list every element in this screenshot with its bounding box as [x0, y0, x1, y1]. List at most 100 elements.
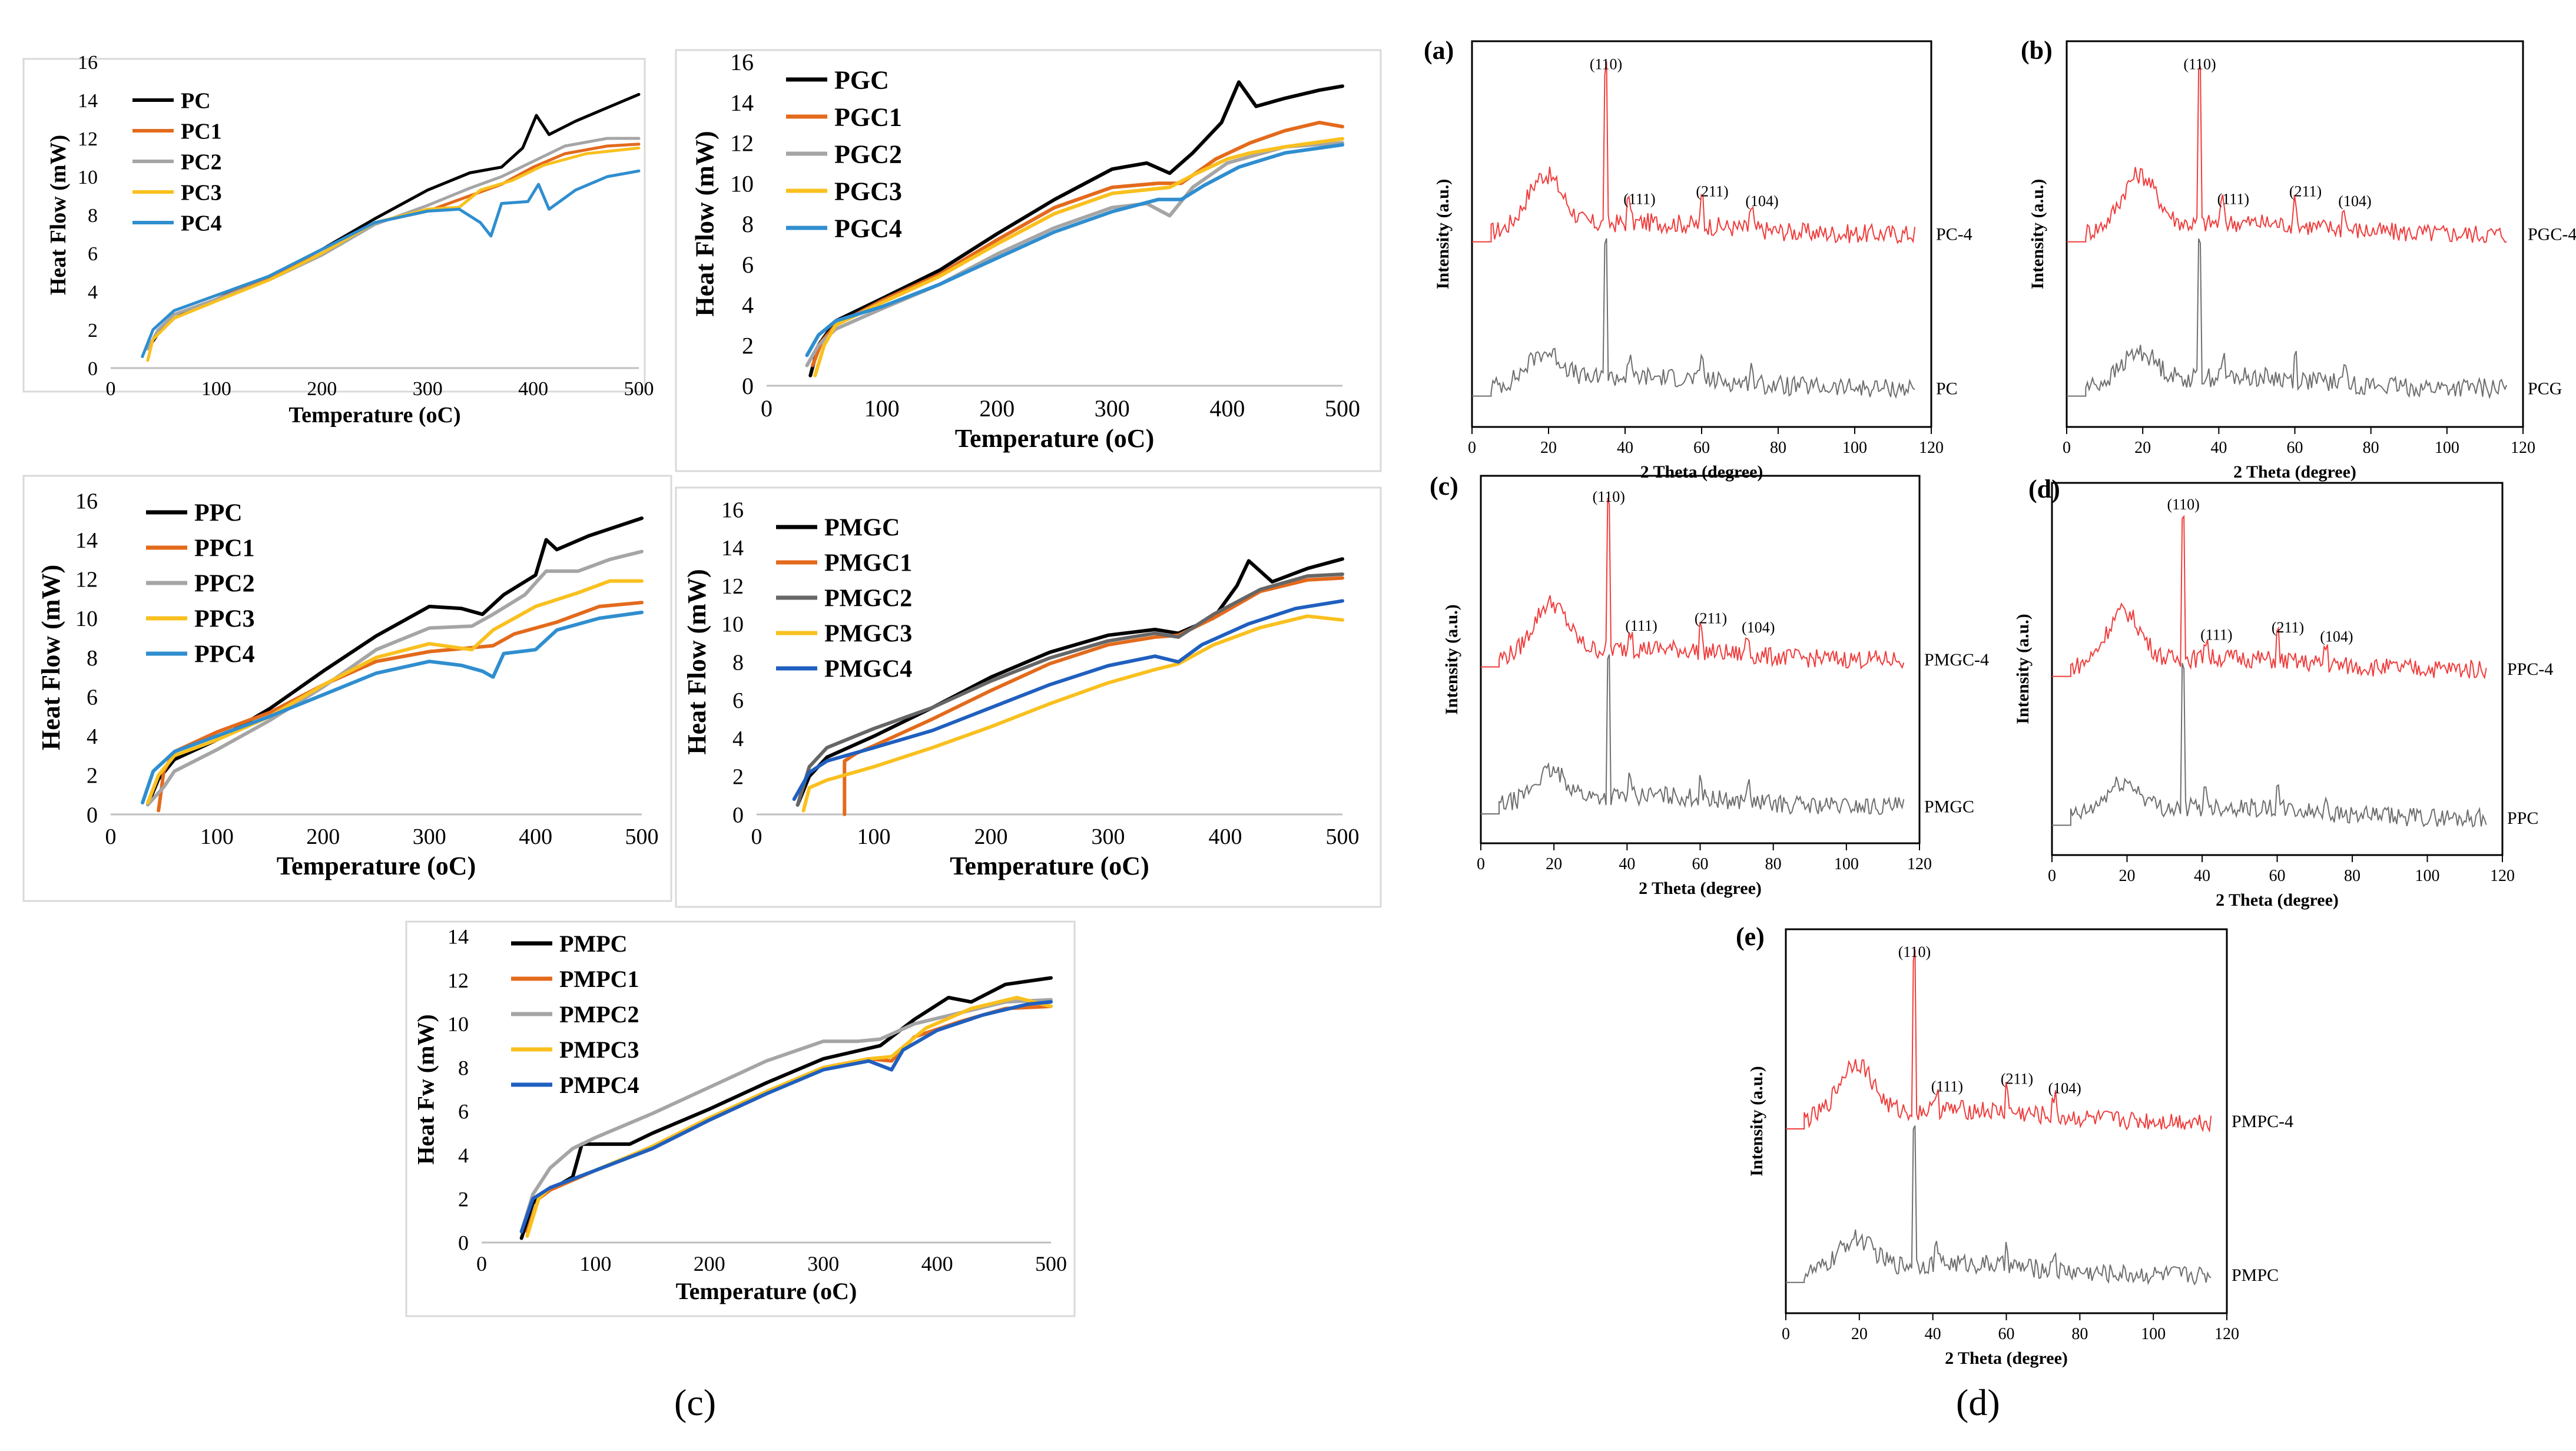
- x-tick-label: 0: [1477, 855, 1485, 873]
- series-label-pmpc: PMPC: [2232, 1266, 2279, 1285]
- y-tick-label: 6: [88, 243, 98, 265]
- peak-label-111: (111): [1625, 617, 1657, 634]
- x-tick-label: 400: [519, 824, 552, 849]
- y-tick-label: 4: [732, 727, 744, 751]
- y-tick-label: 10: [447, 1012, 469, 1036]
- legend-label-ppc1: PPC1: [194, 535, 255, 562]
- x-tick-label: 100: [1834, 855, 1859, 873]
- y-tick-label: 14: [78, 90, 98, 112]
- peak-label-110: (110): [2167, 496, 2199, 513]
- legend-label-pmpc2: PMPC2: [559, 1001, 639, 1028]
- y-tick-label: 2: [88, 320, 98, 342]
- x-tick-label: 120: [2511, 439, 2535, 457]
- y-tick-label: 16: [721, 498, 744, 522]
- x-axis-label: Temperature (oC): [950, 852, 1149, 880]
- chart-xrd-c: (c) 0 20 40 60 80 100 120 2 Theta (degree) Intens…: [1430, 472, 1989, 898]
- x-tick-label: 100: [2141, 1325, 2166, 1343]
- legend-label-pgc3: PGC3: [834, 177, 902, 206]
- x-tick-label: 400: [518, 378, 548, 400]
- series-line-ppc3: [146, 579, 644, 804]
- x-tick-label: 200: [306, 824, 340, 849]
- peak-label-211: (211): [2272, 619, 2304, 636]
- legend-label-ppc4: PPC4: [194, 641, 255, 668]
- series-line-pc-4: [1472, 61, 1916, 244]
- peak-label-111: (111): [2217, 191, 2249, 208]
- chart-frame: [405, 920, 1076, 1317]
- y-tick-label: 14: [447, 925, 469, 949]
- x-axis-label: 2 Theta (degree): [1640, 462, 1763, 482]
- legend-label-pgc2: PGC2: [834, 140, 902, 168]
- legend-label-pc1: PC1: [181, 119, 222, 144]
- x-tick-label: 120: [1907, 855, 1932, 873]
- x-tick-label: 400: [1209, 395, 1245, 422]
- y-tick-label: 12: [730, 130, 754, 157]
- series-line-pcg: [2067, 238, 2508, 400]
- x-axis-label: 2 Theta (degree): [1945, 1349, 2068, 1368]
- y-tick-label: 0: [88, 358, 98, 380]
- y-tick-label: 8: [742, 211, 754, 237]
- legend-label-pc2: PC2: [181, 150, 222, 174]
- chart-frame: [675, 486, 1382, 908]
- legend-label-ppc3: PPC3: [194, 606, 255, 633]
- series-line-pc1: [146, 143, 641, 350]
- peak-label-110: (110): [1898, 943, 1931, 960]
- x-tick-label: 200: [979, 395, 1015, 422]
- y-tick-label: 16: [75, 489, 98, 514]
- y-tick-label: 12: [721, 574, 744, 599]
- x-tick-label: 80: [2071, 1325, 2088, 1343]
- legend-label-pmgc1: PMGC1: [824, 550, 912, 577]
- legend-label-pc4: PC4: [181, 211, 222, 236]
- peak-label-104: (104): [2338, 193, 2371, 210]
- legend-label-pgc: PGC: [834, 65, 889, 94]
- x-tick-label: 100: [2415, 867, 2440, 885]
- x-tick-label: 0: [1782, 1325, 1790, 1343]
- x-tick-label: 60: [1693, 439, 1710, 457]
- chart-dsc-ppc: 0 2 4 6 8 10 12 14 16 0 100 200 300 400 500 Temperature…: [22, 475, 672, 902]
- legend-label-ppc: PPC: [194, 500, 243, 527]
- legend-label-pmgc: PMGC: [824, 515, 900, 542]
- x-tick-label: 0: [2063, 439, 2071, 457]
- y-tick-label: 12: [75, 568, 98, 592]
- x-tick-label: 300: [1095, 395, 1130, 422]
- y-tick-label: 14: [75, 528, 98, 553]
- peak-label-211: (211): [1696, 183, 1728, 200]
- y-axis-label: Heat Flow (mW): [46, 135, 71, 295]
- legend-label-pmpc3: PMPC3: [559, 1036, 639, 1063]
- plot-border: [1471, 40, 1932, 428]
- series-line-ppc: [2052, 662, 2487, 828]
- x-tick-label: 200: [694, 1252, 725, 1276]
- x-tick-label: 0: [2048, 867, 2056, 885]
- y-tick-label: 8: [88, 205, 98, 227]
- x-axis-label: Temperature (oC): [289, 403, 460, 428]
- series-line-ppc1: [157, 601, 644, 813]
- x-tick-label: 0: [751, 824, 762, 849]
- x-tick-label: 0: [761, 395, 773, 422]
- y-tick-label: 12: [447, 969, 469, 992]
- panel-label: (b): [2021, 36, 2053, 65]
- series-label-ppc: PPC: [2507, 809, 2538, 828]
- y-tick-label: 4: [88, 281, 98, 303]
- x-tick-label: 60: [1998, 1325, 2015, 1343]
- x-tick-label: 100: [200, 824, 234, 849]
- series-label-pcg: PCG: [2528, 379, 2562, 399]
- y-axis-label: Intensity (a.u.): [1747, 1066, 1766, 1177]
- x-tick-label: 0: [105, 824, 117, 849]
- legend-label-pmpc: PMPC: [559, 930, 628, 957]
- series-label-pgc-4: PGC-4: [2528, 225, 2576, 244]
- y-tick-label: 10: [78, 167, 98, 188]
- series-line-ppc4: [141, 610, 644, 804]
- x-tick-label: 200: [974, 824, 1008, 849]
- y-axis-label: Intensity (a.u.): [2013, 614, 2033, 724]
- x-tick-label: 0: [476, 1252, 487, 1276]
- series-label-pmgc: PMGC: [1924, 797, 1974, 817]
- series-line-ppc: [146, 516, 644, 807]
- series-line-pmgc3: [801, 614, 1344, 813]
- series-line-pgc4: [805, 143, 1344, 357]
- x-tick-label: 20: [2119, 867, 2136, 885]
- legend-label-pmpc1: PMPC1: [559, 966, 639, 992]
- series-line-pgc2: [805, 141, 1344, 367]
- peak-label-111: (111): [1931, 1078, 1963, 1095]
- x-tick-label: 60: [2287, 439, 2303, 457]
- y-tick-label: 12: [78, 128, 98, 150]
